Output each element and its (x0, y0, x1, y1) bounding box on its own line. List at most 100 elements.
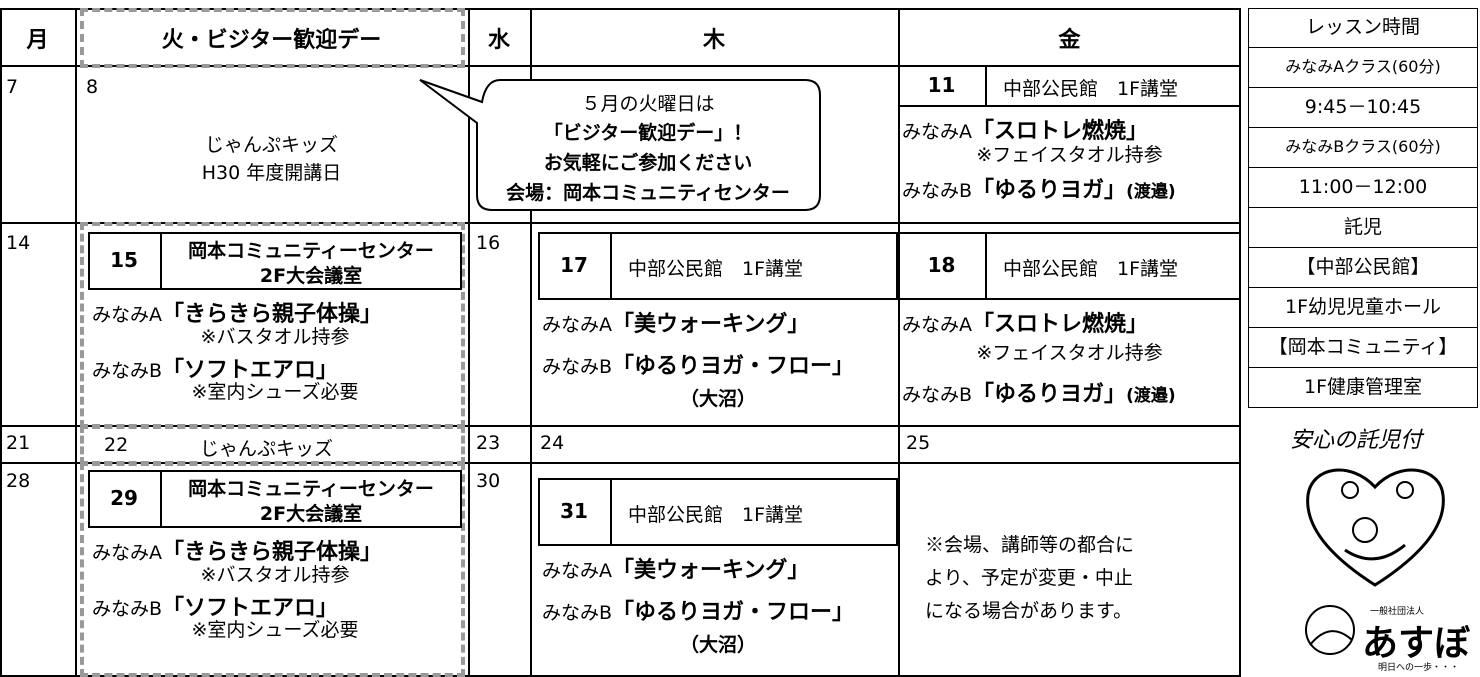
class-label: みなみB (92, 359, 163, 382)
day-header: 月 (26, 28, 49, 53)
date: 30 (476, 470, 501, 492)
session-header (88, 232, 462, 290)
session-header (898, 65, 1241, 107)
class-label: みなみA (902, 121, 972, 143)
day-header: 水 (487, 28, 510, 53)
date-divider (985, 232, 987, 300)
tue-frame (80, 222, 465, 428)
date: 28 (6, 470, 31, 492)
class-title: (渡邉) (1126, 386, 1176, 407)
notice: になる場合があります。 (925, 600, 1133, 622)
class-title: 「ゆるりヨガ・フロー」 (612, 354, 855, 379)
class-note: ※バスタオル持参 (200, 325, 350, 348)
tue-frame (80, 462, 465, 677)
class-note: ※フェイスタオル持参 (976, 342, 1163, 365)
class-note: （大沼） (679, 633, 756, 656)
class-line: みなみB「ゆるりヨガ・フロー」 (542, 348, 854, 380)
callout-text: ５月の火曜日は (581, 93, 715, 115)
date: 17 (560, 253, 588, 277)
class-note: ※室内シューズ必要 (191, 619, 359, 641)
col-line (75, 8, 77, 677)
venue: 中部公民館 1F講堂 (628, 504, 804, 526)
venue: 岡本コミュニティーセンター (188, 478, 434, 500)
date-divider (160, 232, 162, 290)
date: 25 (906, 432, 931, 454)
org-name: あすぼ (1362, 622, 1471, 664)
class-title: 「美ウォーキング」 (612, 558, 810, 583)
side-row: 11:00－12:00 (1248, 168, 1478, 208)
session-header (898, 232, 1241, 300)
class-title: (渡邉) (1126, 182, 1176, 203)
class-label: みなみB (542, 356, 613, 378)
class-label: みなみA (902, 314, 972, 336)
class-title: 「美ウォーキング」 (612, 312, 810, 337)
col-line (468, 8, 470, 677)
side-row: 託児 (1248, 208, 1478, 248)
class-label: みなみB (902, 180, 973, 203)
class-note: （大沼） (679, 387, 756, 410)
session-header (538, 478, 898, 546)
col-line (530, 8, 532, 677)
event: じゃんぷキッズ (200, 438, 334, 460)
class-line: みなみB「ソフトエアロ」 (92, 590, 338, 622)
session-header (88, 470, 462, 528)
side-row: 【岡本コミュニティ】 (1248, 328, 1478, 368)
venue: 岡本コミュニティーセンター (188, 240, 434, 262)
date: 24 (540, 432, 565, 454)
class-label: みなみA (92, 542, 162, 564)
class-label: みなみA (542, 560, 612, 582)
side-row: レッスン時間 (1248, 8, 1478, 48)
class-label: みなみB (92, 597, 163, 620)
date: 11 (927, 73, 956, 97)
class-label: みなみA (542, 314, 612, 336)
venue: 中部公民館 1F講堂 (628, 258, 804, 280)
class-line: みなみA「スロトレ燃焼」 (902, 113, 1148, 145)
side-row: 1F幼児児童ホール (1248, 288, 1478, 328)
calendar-frame (0, 8, 1241, 677)
date: 14 (6, 232, 31, 254)
session-header (538, 232, 898, 300)
col-line (898, 8, 900, 677)
class-note: ※室内シューズ必要 (191, 381, 359, 403)
class-title: 「スロトレ燃焼」 (972, 312, 1149, 337)
class-title: 「きらきら親子体操」 (162, 302, 383, 327)
class-note: ※バスタオル持参 (200, 563, 350, 586)
date-divider (985, 65, 987, 107)
side-row: みなみBクラス(60分) (1248, 128, 1478, 168)
date: 21 (6, 432, 31, 454)
notice: より、予定が変更・中止 (925, 567, 1133, 589)
callout-text: 「ビジター歓迎デー」！ (543, 122, 753, 144)
org-motto: 明日への一歩・・・ (1378, 663, 1460, 673)
notice: ※会場、講師等の都合に (925, 534, 1135, 556)
row-line (0, 65, 1241, 67)
side-row: 1F健康管理室 (1248, 368, 1478, 408)
date: 15 (110, 248, 138, 272)
class-title: 「ソフトエアロ」 (162, 595, 339, 621)
day-header: 金 (1058, 28, 1081, 53)
org-mark (1305, 605, 1355, 655)
event: じゃんぷキッズ (204, 134, 338, 156)
row-line (0, 222, 1241, 224)
class-label: みなみB (902, 384, 973, 407)
badge: 安心の託児付 (1290, 428, 1423, 453)
class-title: 「ゆるりヨガ」 (972, 178, 1127, 204)
day-header: 火・ビジター歓迎デー (161, 28, 382, 53)
event: H30 年度開講日 (201, 162, 342, 184)
date: 22 (104, 434, 129, 456)
date-divider (610, 232, 612, 300)
date-divider (610, 478, 612, 546)
date: 8 (86, 76, 99, 98)
heart-logo (1306, 468, 1445, 587)
class-line: みなみB「ゆるりヨガ・フロー」 (542, 594, 854, 626)
tue-header-frame (80, 8, 465, 68)
class-line: みなみB「ゆるりヨガ」(渡邉) (902, 376, 1176, 408)
day-header: 木 (702, 28, 725, 53)
class-line: みなみA「美ウォーキング」 (542, 306, 809, 338)
side-row: 【中部公民館】 (1248, 248, 1478, 288)
org-type: 一般社団法人 (1370, 607, 1425, 617)
date: 31 (560, 499, 588, 523)
date: 18 (927, 253, 956, 277)
row-line (0, 462, 1241, 464)
class-line: みなみA「スロトレ燃焼」 (902, 306, 1148, 338)
